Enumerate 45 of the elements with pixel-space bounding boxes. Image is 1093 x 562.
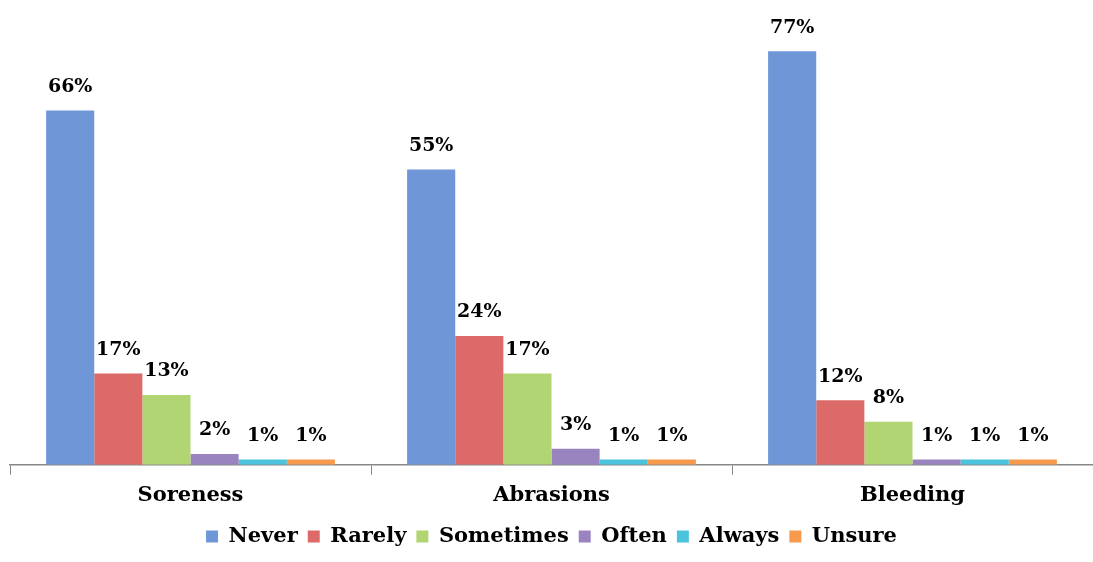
- data-label: 1%: [920, 422, 953, 445]
- bar: [960, 459, 1009, 465]
- bar: [142, 395, 191, 465]
- bar: [816, 400, 865, 465]
- data-label: 17%: [96, 336, 141, 359]
- data-label: 1%: [656, 422, 688, 445]
- bar: [647, 459, 696, 465]
- x-tick-label: Bleeding: [859, 480, 966, 506]
- legend-label: Rarely: [330, 521, 408, 547]
- data-label: 3%: [559, 412, 592, 435]
- x-tick-label: Soreness: [137, 480, 244, 506]
- data-label: 1%: [608, 422, 640, 445]
- data-label: 8%: [872, 385, 905, 408]
- legend-label: Unsure: [811, 521, 897, 547]
- bar: [286, 459, 335, 465]
- bar: [94, 373, 143, 465]
- legend-label: Always: [698, 521, 780, 547]
- data-label: 17%: [505, 336, 550, 359]
- bar: [455, 335, 504, 465]
- data-label: 1%: [247, 422, 279, 445]
- bar: [407, 169, 456, 465]
- legend-label: Sometimes: [438, 521, 569, 547]
- data-label: 12%: [818, 363, 863, 386]
- legend-label: Often: [601, 521, 667, 547]
- data-label: 1%: [295, 422, 327, 445]
- x-tick-label: Abrasions: [492, 480, 610, 506]
- bar: [190, 454, 239, 465]
- legend-label: Never: [228, 521, 299, 547]
- bar: [599, 459, 648, 465]
- data-label: 13%: [144, 358, 189, 381]
- bar: [864, 421, 913, 465]
- bar: [238, 459, 287, 465]
- data-label: 1%: [1017, 422, 1049, 445]
- bar: [912, 459, 961, 465]
- bar: [46, 110, 95, 465]
- data-label: 1%: [969, 422, 1001, 445]
- bar: [551, 448, 600, 465]
- data-label: 55%: [408, 132, 454, 155]
- bar: [768, 51, 817, 465]
- data-label: 2%: [198, 417, 231, 440]
- data-label: 66%: [47, 73, 93, 96]
- bar: [503, 373, 552, 465]
- bar: [1008, 459, 1057, 465]
- data-label: 77%: [769, 14, 815, 37]
- data-label: 24%: [457, 299, 502, 322]
